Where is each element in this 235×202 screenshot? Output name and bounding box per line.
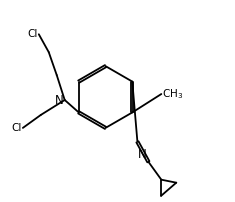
Text: Cl: Cl (27, 29, 38, 39)
Text: Cl: Cl (12, 123, 22, 133)
Text: N: N (55, 94, 64, 106)
Text: N: N (138, 148, 146, 161)
Text: CH$_3$: CH$_3$ (162, 87, 184, 101)
